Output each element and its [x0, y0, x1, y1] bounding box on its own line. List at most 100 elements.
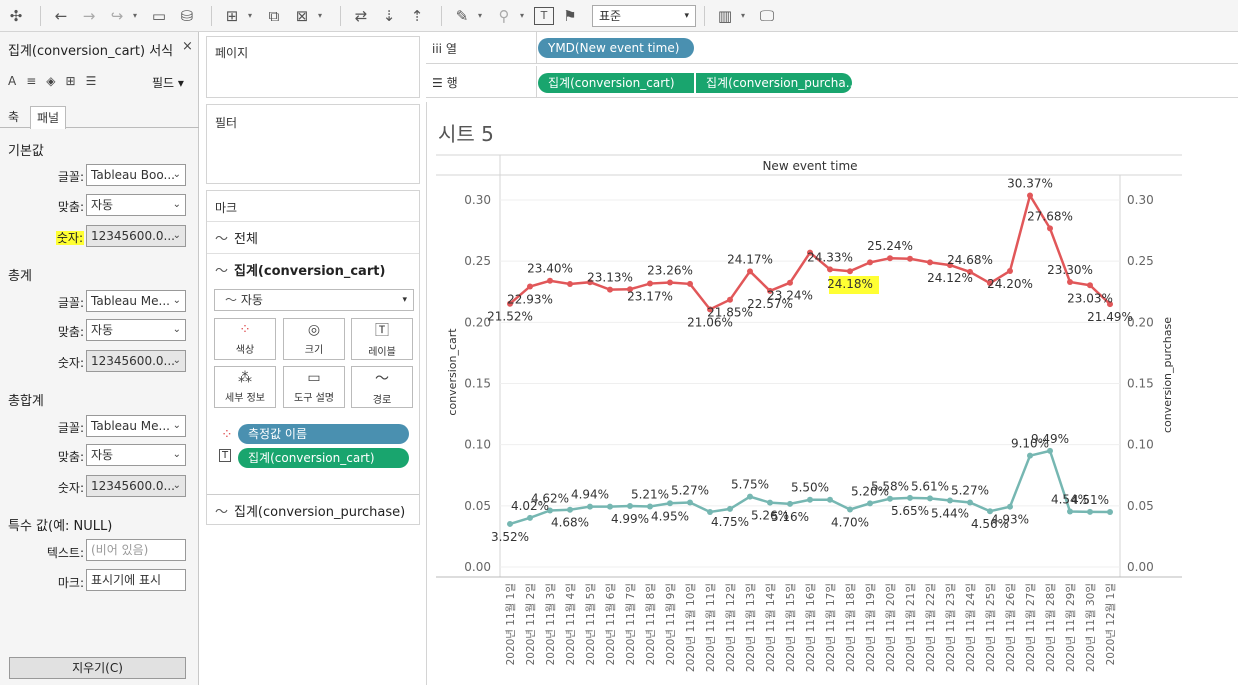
group-icon[interactable]: ⚲ — [498, 6, 510, 25]
redo-icon[interactable]: → — [82, 6, 96, 25]
measure-names-pill[interactable]: 측정값 이름 — [238, 424, 409, 444]
new-worksheet-icon[interactable]: ⊞ — [225, 6, 239, 25]
size-button-label: 크기 — [304, 345, 324, 356]
total-number-select[interactable]: 12345600.0... ⌄ — [86, 350, 186, 372]
clear-sheet-icon[interactable]: ⊠ — [295, 6, 309, 25]
data-point-conversion_cart — [927, 259, 933, 266]
data-point-conversion_purchase — [827, 496, 833, 503]
show-me-icon[interactable]: ▥ — [717, 6, 733, 25]
presentation-icon[interactable]: 🖵 — [759, 6, 775, 25]
tab-axis[interactable]: 축 — [8, 110, 20, 124]
columns-shelf[interactable]: iii 열 YMD(New event time) — [426, 32, 1238, 64]
data-label-conversion_cart: 22.57% — [747, 297, 793, 311]
size-button[interactable]: ◎ 크기 — [283, 318, 345, 360]
special-text-input[interactable]: (비어 있음) — [86, 539, 186, 561]
save-icon[interactable]: ▭ — [151, 6, 167, 25]
data-point-conversion_cart — [1027, 192, 1033, 199]
clear-sheet-dropdown-icon[interactable]: ▾ — [318, 11, 323, 20]
highlight-icon[interactable]: ✎ — [455, 6, 469, 25]
data-label-conversion_cart: 23.40% — [527, 262, 573, 276]
data-point-conversion_cart — [747, 268, 753, 275]
font-format-icon[interactable]: A — [8, 74, 17, 88]
cart-label-pill[interactable]: 집계(conversion_cart) — [238, 448, 409, 468]
swap-icon[interactable]: ⇄ — [354, 6, 368, 25]
data-point-conversion_purchase — [587, 503, 593, 510]
default-font-select[interactable]: Tableau Boo... ⌄ — [86, 164, 186, 186]
x-tick-label: 2020년 11월 15일 — [784, 583, 797, 672]
mark-type-value: 자동 — [240, 293, 263, 307]
tooltip-button[interactable]: ▭ 도구 설명 — [283, 366, 345, 408]
show-me-dropdown-icon[interactable]: ▾ — [741, 11, 746, 20]
toolbar-separator — [211, 5, 212, 26]
sort-ascending-icon[interactable]: ⇣ — [382, 6, 396, 25]
fit-select[interactable]: 표준 ▾ — [592, 4, 696, 27]
y-tick-label-right: 0.00 — [1127, 560, 1154, 574]
columns-pill[interactable]: YMD(New event time) — [538, 38, 694, 58]
lines-format-icon[interactable]: ☰ — [85, 74, 97, 88]
shading-format-icon[interactable]: ◈ — [46, 74, 56, 88]
rows-pill-cart[interactable]: 집계(conversion_cart) — [538, 73, 694, 93]
group-dropdown-icon[interactable]: ▾ — [520, 11, 525, 20]
x-tick-label: 2020년 11월 9일 — [664, 583, 677, 665]
filters-card[interactable]: 필터 — [206, 104, 420, 184]
detail-button[interactable]: ⁂ 세부 정보 — [214, 366, 276, 408]
x-tick-label: 2020년 11월 22일 — [924, 583, 937, 672]
show-labels-icon[interactable]: T — [534, 6, 554, 25]
label-button[interactable]: 🅃 레이블 — [351, 318, 413, 360]
data-label-conversion_purchase: 4.99% — [611, 512, 649, 526]
alignment-format-icon[interactable]: ≡ — [26, 74, 37, 88]
total-font-select[interactable]: Tableau Me... ⌄ — [86, 290, 186, 312]
data-point-conversion_purchase — [1027, 452, 1033, 459]
rows-shelf[interactable]: ☰ 행 집계(conversion_cart) 집계(conversion_pu… — [426, 66, 1238, 98]
y-tick-label-right: 0.10 — [1127, 438, 1154, 452]
sort-descending-icon[interactable]: ⇡ — [410, 6, 424, 25]
data-label-conversion_cart: 24.12% — [927, 271, 973, 285]
grand-number-select[interactable]: 12345600.0... ⌄ — [86, 475, 186, 497]
clear-button[interactable]: 지우기(C) — [9, 657, 186, 679]
tab-pane[interactable]: 패널 — [30, 106, 67, 129]
pin-icon[interactable]: ⚑ — [563, 6, 577, 25]
x-tick-label: 2020년 11월 5일 — [584, 583, 597, 665]
data-point-conversion_purchase — [867, 500, 873, 507]
pages-card[interactable]: 페이지 — [206, 36, 420, 98]
replay-dropdown-icon[interactable]: ▾ — [133, 11, 138, 20]
special-mark-select[interactable]: 표시기에 표시 — [86, 569, 186, 591]
total-align-select[interactable]: 자동 ⌄ — [86, 319, 186, 341]
chart-title: New event time — [762, 159, 857, 173]
default-align-select[interactable]: 자동 ⌄ — [86, 194, 186, 216]
marks-cart-row[interactable]: 〜 집계(conversion_cart) — [207, 253, 419, 285]
format-pane-title: 집계(conversion_cart) 서식 — [8, 44, 174, 59]
grand-align-select[interactable]: 자동 ⌄ — [86, 444, 186, 466]
default-number-select[interactable]: 12345600.0... ⌄ — [86, 225, 186, 247]
label-button-label: 레이블 — [368, 347, 396, 358]
replay-icon[interactable]: ↪ — [110, 6, 124, 25]
data-point-conversion_cart — [687, 280, 693, 287]
undo-icon[interactable]: ← — [54, 6, 68, 25]
size-icon: ◎ — [307, 322, 321, 338]
label-icon: 🅃 — [375, 323, 389, 339]
data-point-conversion_purchase — [807, 496, 813, 503]
mark-type-select[interactable]: 〜 자동 ▾ — [214, 289, 414, 311]
marks-all-row[interactable]: 〜 전체 — [207, 221, 419, 253]
highlight-dropdown-icon[interactable]: ▾ — [478, 11, 483, 20]
x-tick-label: 2020년 11월 17일 — [824, 583, 837, 672]
data-point-conversion_purchase — [1067, 508, 1073, 515]
tableau-logo-icon[interactable]: ✣ — [9, 6, 23, 25]
rows-pill-purchase[interactable]: 집계(conversion_purcha... — [696, 73, 852, 93]
duplicate-sheet-icon[interactable]: ⧉ — [268, 6, 280, 25]
borders-format-icon[interactable]: ⊞ — [65, 74, 76, 88]
new-worksheet-dropdown-icon[interactable]: ▾ — [248, 11, 253, 20]
data-point-conversion_cart — [807, 249, 813, 256]
data-point-conversion_purchase — [767, 499, 773, 506]
x-tick-label: 2020년 11월 30일 — [1084, 583, 1097, 672]
data-label-conversion_purchase: 5.58% — [871, 480, 909, 494]
marks-purchase-row[interactable]: 〜 집계(conversion_purchase) — [207, 494, 419, 526]
grand-font-select[interactable]: Tableau Me... ⌄ — [86, 415, 186, 437]
close-icon[interactable]: × — [182, 39, 193, 54]
default-number-value: 12345600.0... — [91, 229, 175, 243]
color-button[interactable]: ⁘ 색상 — [214, 318, 276, 360]
path-button[interactable]: 〜 경로 — [351, 366, 413, 408]
fields-button[interactable]: 필드 ▾ — [152, 76, 184, 90]
data-label-conversion_purchase: 5.65% — [891, 504, 929, 518]
new-datasource-icon[interactable]: ⛁ — [180, 6, 194, 25]
